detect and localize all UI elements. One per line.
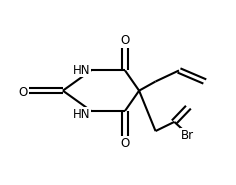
Text: Br: Br xyxy=(181,129,194,142)
Text: HN: HN xyxy=(73,108,90,121)
Text: HN: HN xyxy=(73,64,90,77)
Text: O: O xyxy=(120,137,130,150)
Text: O: O xyxy=(120,34,130,47)
Text: O: O xyxy=(18,86,28,99)
